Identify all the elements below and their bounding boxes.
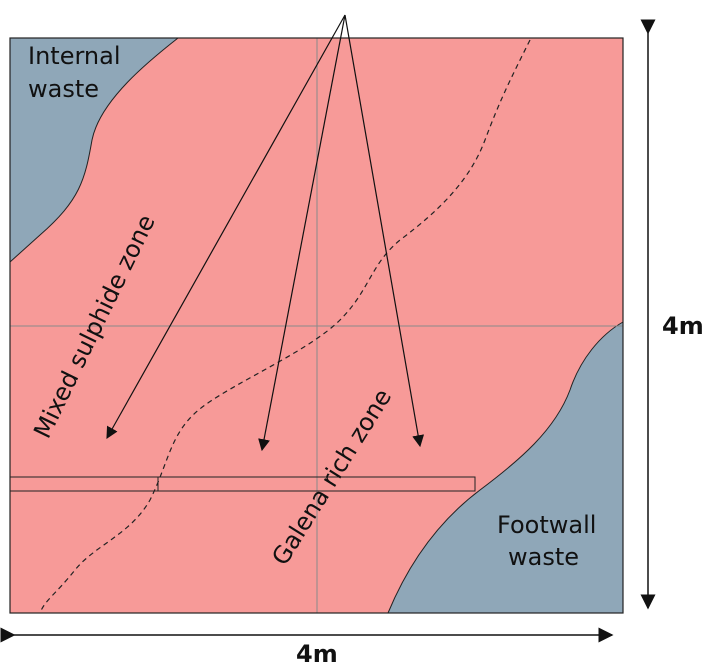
internal-waste-region bbox=[9, 37, 180, 264]
block-outline bbox=[9, 37, 624, 614]
zone-contact-dashed bbox=[39, 39, 531, 614]
internal-waste-label-line2: waste bbox=[28, 75, 99, 103]
pointer-arrow-left bbox=[106, 14, 346, 440]
footwall-waste-label-line2: waste bbox=[508, 543, 579, 571]
pointer-arrow-middle bbox=[258, 14, 346, 452]
footwall-waste-region bbox=[387, 321, 624, 614]
internal-waste-label-line1: Internal bbox=[28, 42, 121, 70]
height-dimension-label: 4m bbox=[662, 312, 704, 340]
width-dimension-label: 4m bbox=[296, 640, 338, 666]
footwall-waste-label-line1: Footwall bbox=[497, 511, 596, 539]
pointer-arrow-right bbox=[344, 14, 425, 448]
